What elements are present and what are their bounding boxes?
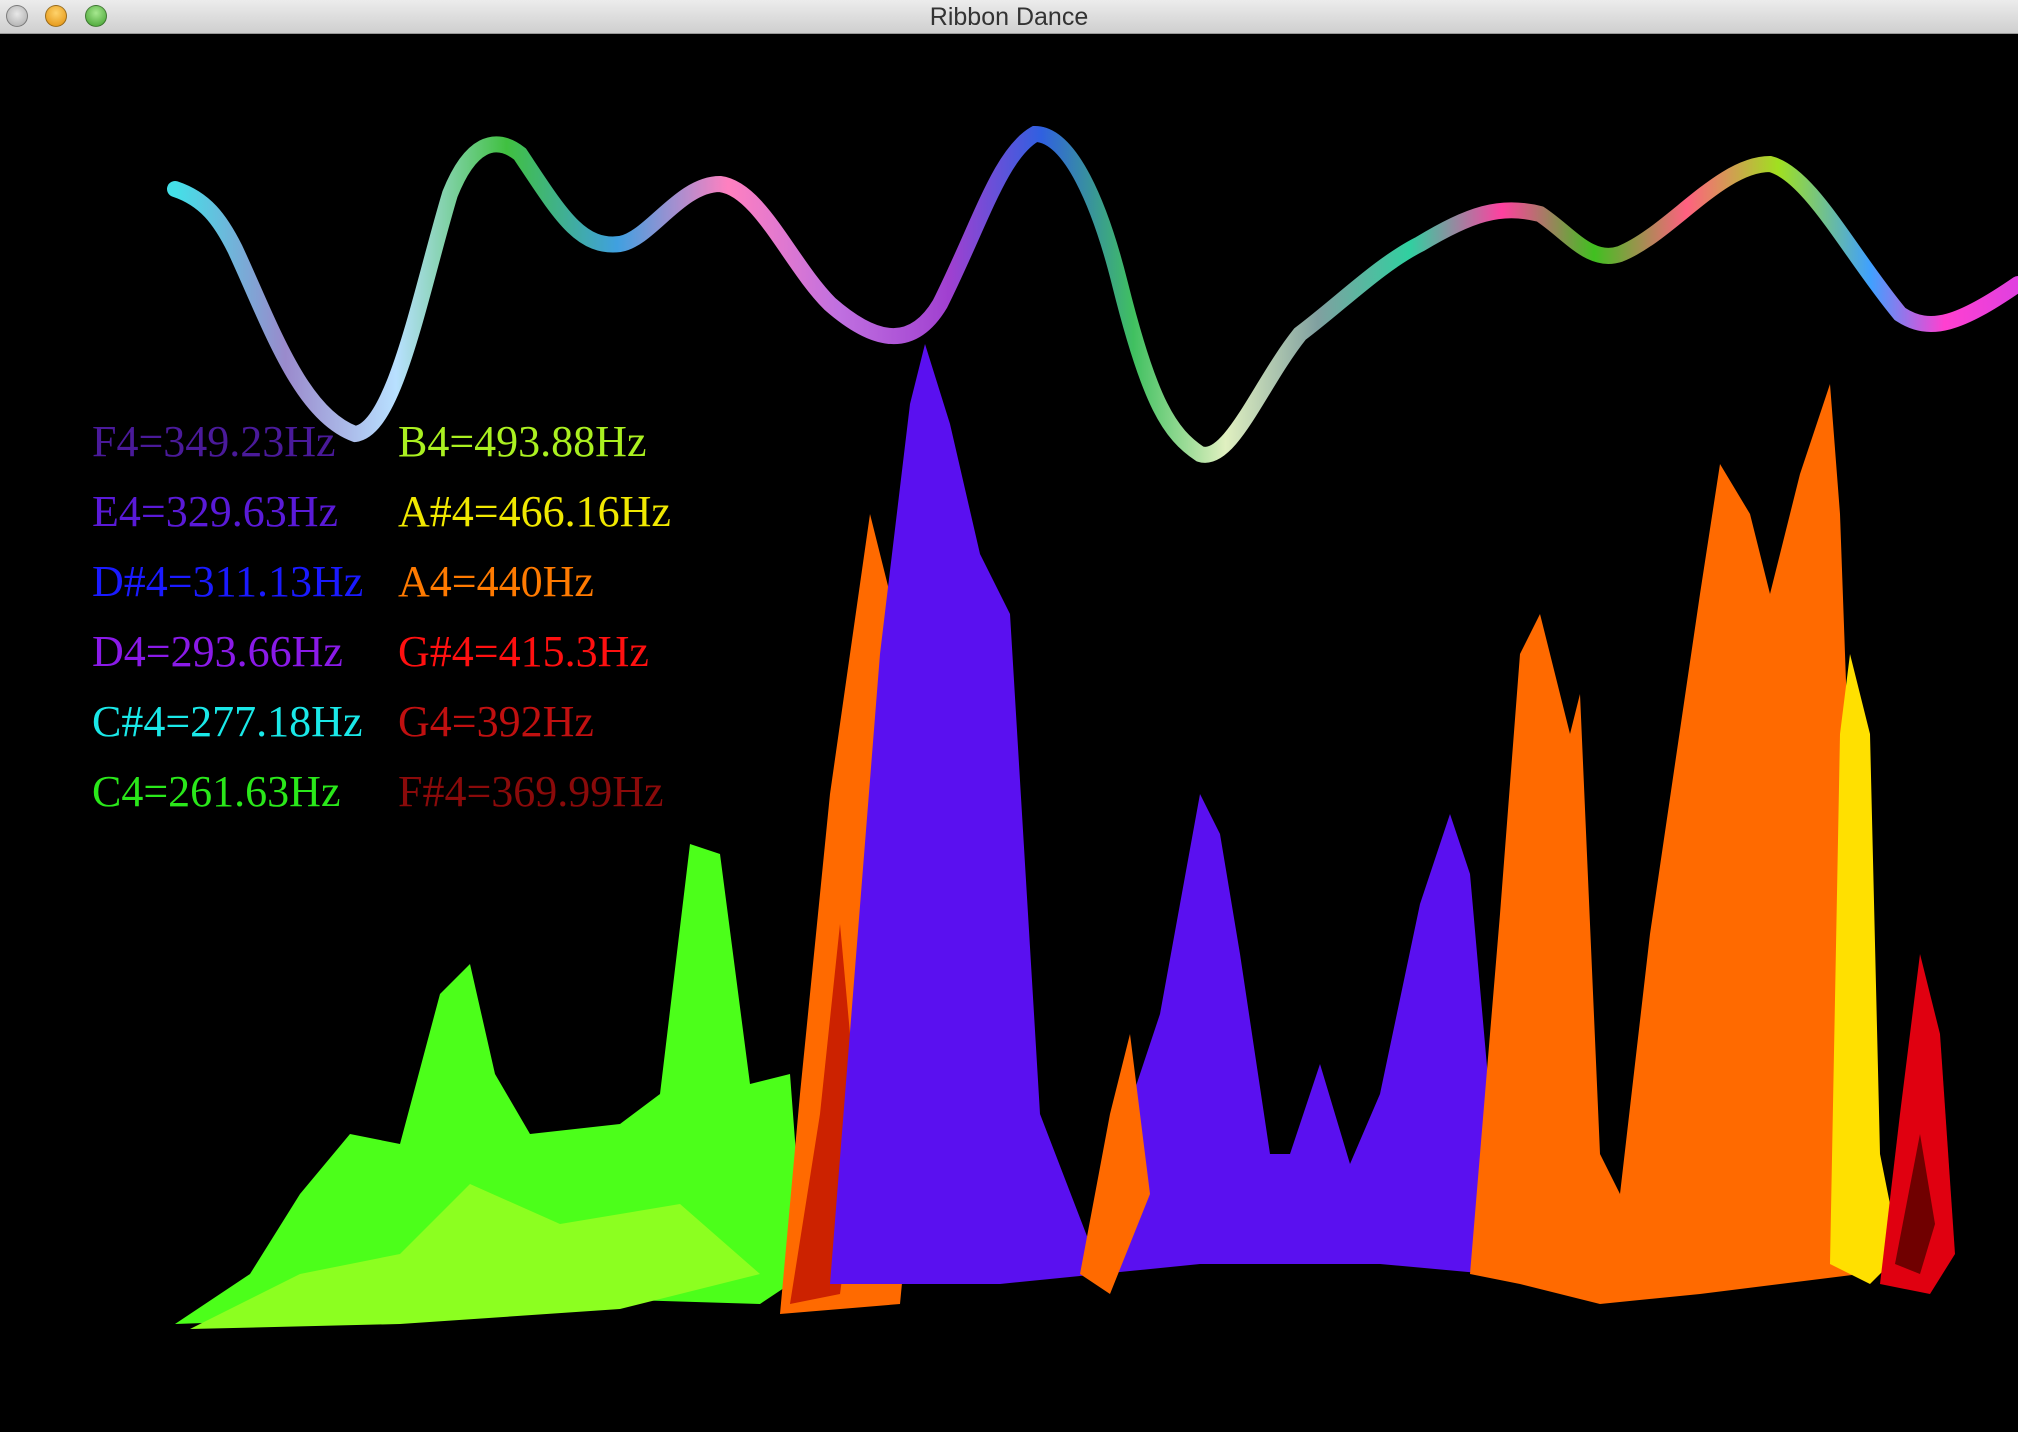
note-label: G#4=415.3Hz: [398, 627, 649, 676]
spectrum-peak-darkred: [1895, 1134, 1935, 1274]
ribbon-wave: [167, 125, 2018, 463]
zoom-window-button[interactable]: [85, 5, 107, 27]
title-bar[interactable]: Ribbon Dance: [0, 0, 2018, 34]
spectrum-peak-purple: [830, 344, 1500, 1284]
note-label: G4=392Hz: [398, 697, 594, 746]
minimize-window-button[interactable]: [45, 5, 67, 27]
spectrum-peak-lime: [190, 1184, 760, 1329]
spectrum-mountains: [175, 344, 1955, 1329]
note-label: D4=293.66Hz: [92, 627, 343, 676]
spectrum-peak-orange-3: [1470, 384, 1860, 1304]
spectrum-peak-orange-2: [1080, 1034, 1150, 1294]
note-label: D#4=311.13Hz: [92, 557, 364, 606]
note-label: B4=493.88Hz: [398, 417, 647, 466]
visualization-canvas: F4=349.23Hz E4=329.63Hz D#4=311.13Hz D4=…: [0, 34, 2018, 1432]
spectrum-peak-yellow: [1830, 654, 1900, 1284]
note-label: F#4=369.99Hz: [398, 767, 664, 816]
note-label: A#4=466.16Hz: [398, 487, 671, 536]
note-label: F4=349.23Hz: [92, 417, 336, 466]
close-window-button[interactable]: [6, 5, 28, 27]
spectrum-peak-red-2: [1880, 954, 1955, 1294]
note-label: E4=329.63Hz: [92, 487, 338, 536]
spectrum-peak-green: [175, 844, 805, 1324]
note-label: A4=440Hz: [398, 557, 594, 606]
note-label: C#4=277.18Hz: [92, 697, 363, 746]
note-label: C4=261.63Hz: [92, 767, 341, 816]
ribbon-visualization: [167, 125, 2018, 1329]
window-title: Ribbon Dance: [929, 3, 1089, 31]
